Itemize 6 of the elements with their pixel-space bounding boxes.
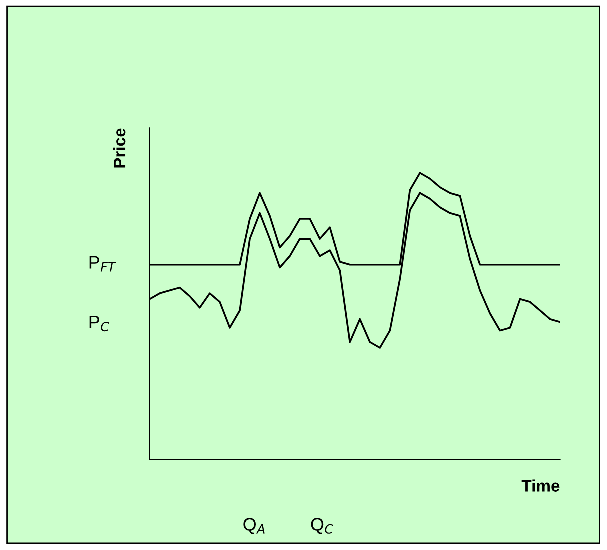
text: P$_{FT}$: [90, 256, 116, 272]
y-axis-title: Price: [113, 128, 126, 168]
text: Q$_{A}$: [244, 518, 265, 534]
x-axis-title: Time: [522, 480, 560, 492]
text: P$_{C}$: [90, 316, 110, 332]
text: Q$_{C}$: [311, 518, 334, 534]
